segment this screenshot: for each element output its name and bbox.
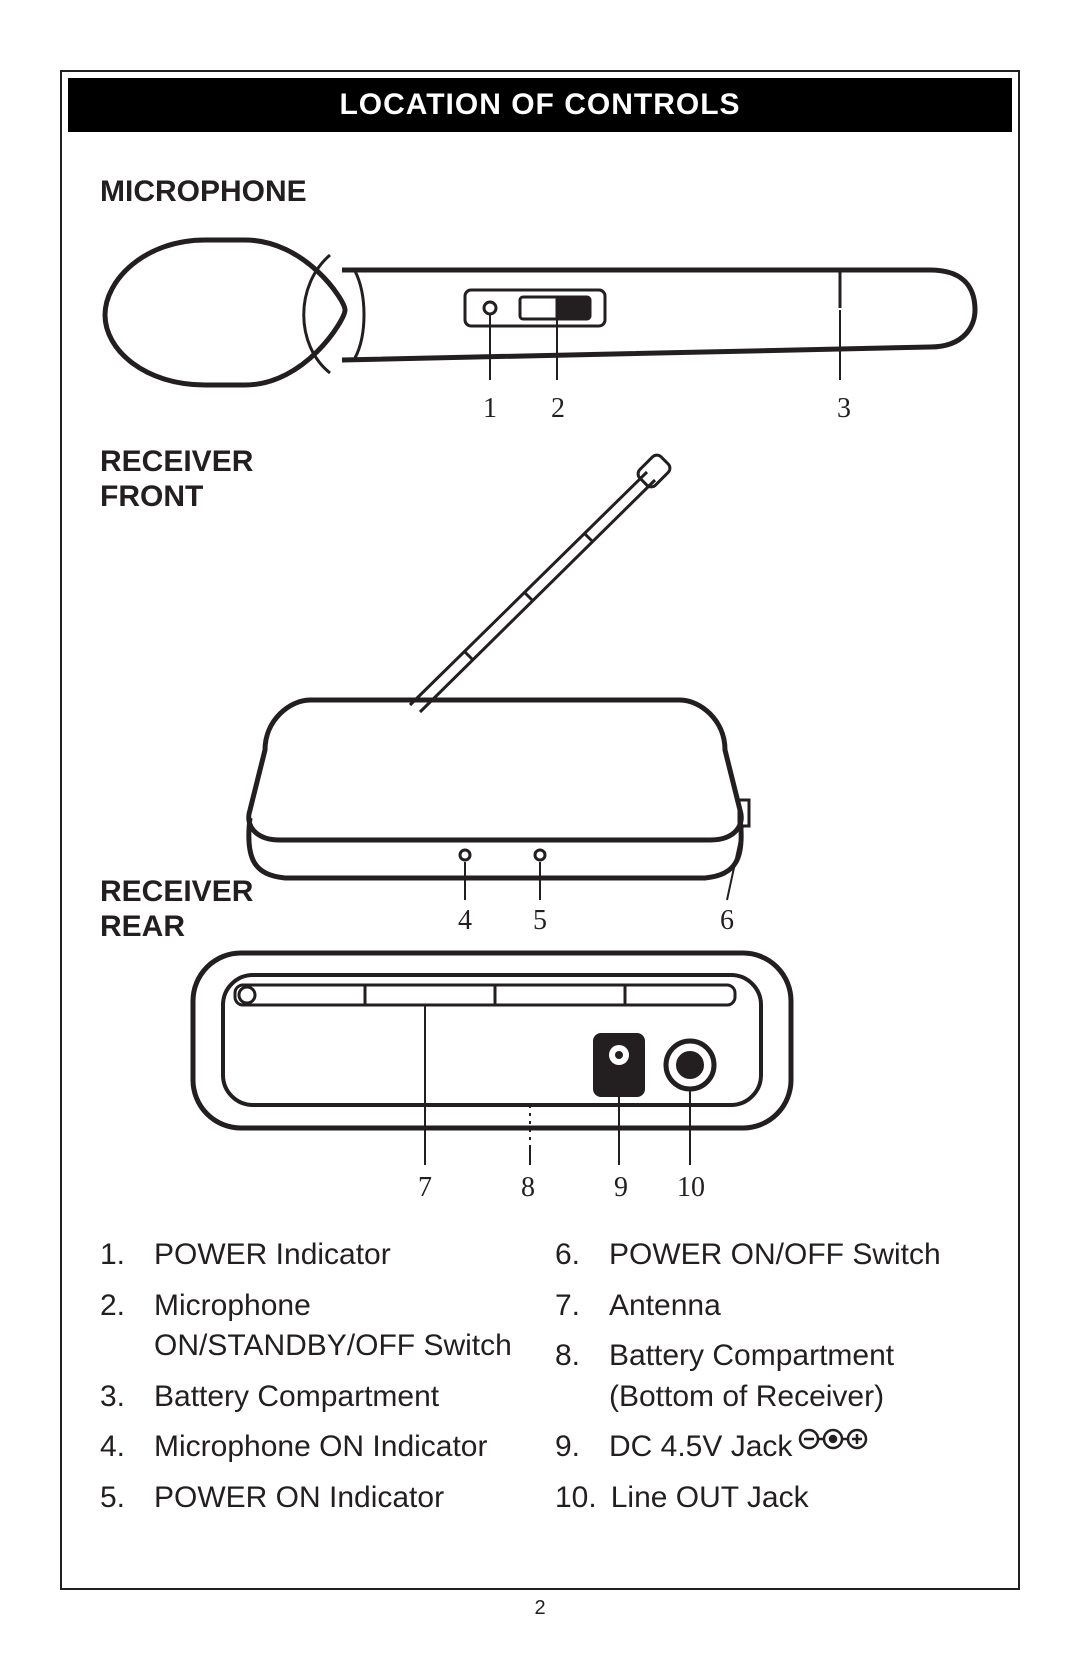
page-title-bar: LOCATION OF CONTROLS xyxy=(68,78,1012,132)
legend-col-right: 6.POWER ON/OFF Switch 7.Antenna 8.Batter… xyxy=(555,1235,980,1518)
receiver-rear-diagram xyxy=(185,945,800,1180)
legend-item: 3.Battery Compartment xyxy=(100,1377,525,1418)
callout-10: 10 xyxy=(677,1172,705,1204)
callout-5: 5 xyxy=(533,905,547,937)
legend-item: 1.POWER Indicator xyxy=(100,1235,525,1276)
callout-9: 9 xyxy=(614,1172,628,1204)
legend-item: 6.POWER ON/OFF Switch xyxy=(555,1235,980,1276)
callout-6: 6 xyxy=(720,905,734,937)
legend-item: 4.Microphone ON Indicator xyxy=(100,1427,525,1468)
callout-4: 4 xyxy=(458,905,472,937)
section-label-microphone: MICROPHONE xyxy=(100,175,307,210)
legend-item: 10.Line OUT Jack xyxy=(555,1478,980,1519)
legend-item: 8.Battery Compartment (Bottom of Receive… xyxy=(555,1336,980,1417)
callout-7: 7 xyxy=(418,1172,432,1204)
legend-item: 2.Microphone ON/STANDBY/OFF Switch xyxy=(100,1286,525,1367)
legend-col-left: 1.POWER Indicator 2.Microphone ON/STANDB… xyxy=(100,1235,525,1518)
dc-polarity-icon xyxy=(798,1427,868,1451)
legend-item: 7.Antenna xyxy=(555,1286,980,1327)
controls-legend: 1.POWER Indicator 2.Microphone ON/STANDB… xyxy=(100,1235,980,1518)
callout-2: 2 xyxy=(551,393,565,425)
microphone-diagram xyxy=(95,225,985,425)
receiver-front-diagram xyxy=(205,430,785,910)
page-number: 2 xyxy=(0,1597,1080,1620)
page-title: LOCATION OF CONTROLS xyxy=(339,88,740,121)
callout-3: 3 xyxy=(837,393,851,425)
callout-1: 1 xyxy=(483,393,497,425)
manual-page: LOCATION OF CONTROLS MICROPHONE RECEIVER… xyxy=(0,0,1080,1669)
legend-item: 9. DC 4.5V Jack xyxy=(555,1427,980,1468)
legend-item: 5.POWER ON Indicator xyxy=(100,1478,525,1519)
callout-8: 8 xyxy=(521,1172,535,1204)
